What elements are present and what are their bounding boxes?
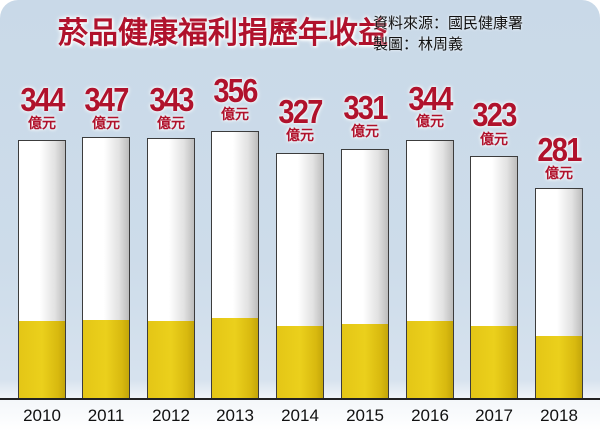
bar-2012: [147, 138, 195, 399]
x-tick-2018: 2018: [540, 406, 578, 425]
value-label-2018: 281: [537, 131, 582, 168]
bar-fill-2013: [212, 318, 258, 399]
bar-2017: [470, 156, 518, 399]
bar-fill-2018: [536, 336, 582, 399]
bar-fill-2016: [407, 321, 453, 399]
bar-fill-2012: [148, 321, 194, 399]
unit-label-2016: 億元: [416, 114, 444, 130]
bar-2011: [82, 137, 130, 399]
x-tick-2015: 2015: [346, 406, 384, 425]
unit-label-2017: 億元: [480, 132, 508, 148]
bar-fill-2010: [19, 321, 65, 399]
bar-fill-2017: [471, 326, 517, 399]
unit-label-2013: 億元: [221, 107, 249, 123]
bar-fill-2011: [83, 320, 129, 399]
bar-2016: [406, 140, 454, 399]
value-label-2011: 347: [84, 81, 129, 118]
source-credit: 資料來源：國民健康署 製圖：林周義: [373, 13, 523, 55]
bar-2014: [276, 153, 324, 399]
bar-2013: [211, 131, 259, 399]
value-label-2013: 356: [213, 72, 258, 109]
value-label-2010: 344: [20, 81, 65, 118]
x-tick-2016: 2016: [411, 406, 449, 425]
source-line: 資料來源：國民健康署: [373, 14, 524, 32]
unit-label-2012: 億元: [157, 116, 185, 132]
unit-label-2010: 億元: [28, 116, 56, 132]
x-tick-2011: 2011: [87, 406, 125, 425]
x-tick-2017: 2017: [475, 406, 513, 425]
unit-label-2014: 億元: [286, 128, 314, 144]
bar-2010: [18, 140, 66, 399]
bar-fill-2014: [277, 326, 323, 399]
x-tick-2010: 2010: [23, 406, 61, 425]
bar-2018: [535, 188, 583, 399]
unit-label-2018: 億元: [545, 166, 573, 182]
credit-line: 製圖：林周義: [373, 35, 464, 53]
bar-fill-2015: [342, 324, 388, 399]
value-label-2015: 331: [343, 89, 388, 126]
chart-title: 菸品健康福利捐歷年收益: [58, 16, 388, 51]
x-tick-2013: 2013: [216, 406, 254, 425]
x-tick-2014: 2014: [281, 406, 319, 425]
bar-2015: [341, 149, 389, 399]
value-label-2012: 343: [149, 81, 194, 118]
x-tick-2012: 2012: [152, 406, 190, 425]
value-label-2017: 323: [472, 96, 517, 133]
unit-label-2015: 億元: [351, 124, 379, 140]
unit-label-2011: 億元: [92, 116, 120, 132]
value-label-2016: 344: [408, 80, 453, 117]
x-axis-baseline: [0, 398, 600, 400]
value-label-2014: 327: [278, 93, 323, 130]
